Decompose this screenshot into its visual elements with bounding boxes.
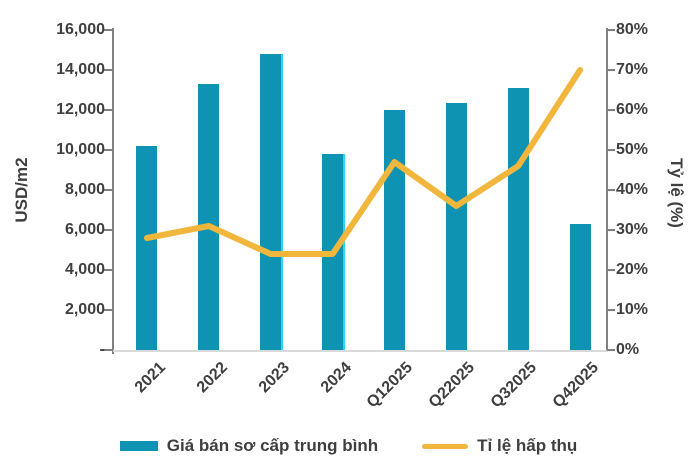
right-axis-tick <box>607 349 615 351</box>
y-axis-tick-label: 4,000 <box>64 261 105 278</box>
y-axis-tick-label: 10,000 <box>56 141 105 158</box>
y-axis-tick-label: - <box>99 341 105 358</box>
left-axis-tick <box>104 109 113 111</box>
left-axis-tick <box>104 69 113 71</box>
y-axis-tick-label: 8,000 <box>64 181 105 198</box>
left-axis-tick <box>104 149 113 151</box>
y2-axis-tick-label: 40% <box>616 181 649 198</box>
bar-Q32025 <box>507 88 529 350</box>
bar-highlight-edge <box>343 154 346 350</box>
y2-axis-tick-label: 0% <box>616 341 640 358</box>
x-axis-line <box>113 350 608 352</box>
bar-2021 <box>136 146 158 350</box>
y2-axis-tick-label: 10% <box>616 301 649 318</box>
left-axis-tick <box>104 29 113 31</box>
y-axis-tick-label: 2,000 <box>64 301 105 318</box>
left-axis-tick <box>104 189 113 191</box>
y-axis-tick-label: 14,000 <box>56 61 105 78</box>
right-axis-tick <box>607 309 615 311</box>
y-axis-tick-label: 16,000 <box>56 21 105 38</box>
bar-2023 <box>260 54 282 350</box>
legend-item-price: Giá bán sơ cấp trung bình <box>119 436 379 456</box>
right-axis-tick <box>607 29 615 31</box>
bar-highlight-edge <box>281 54 284 350</box>
left-axis-tick <box>104 269 113 271</box>
right-axis-tick <box>607 229 615 231</box>
line-series-swatch <box>422 443 469 449</box>
y2-axis-tick-label: 20% <box>616 261 649 278</box>
right-axis-tick <box>607 149 615 151</box>
bar-Q12025 <box>383 110 405 350</box>
y2-axis-tick-label: 50% <box>616 141 649 158</box>
left-axis-tick <box>104 309 113 311</box>
y2-axis-tick-label: 70% <box>616 61 649 78</box>
left-axis-line <box>112 28 114 354</box>
y-axis-tick-label: 12,000 <box>56 101 105 118</box>
bar-Q22025 <box>445 103 467 350</box>
bar-2024 <box>322 154 344 350</box>
legend-label-price: Giá bán sơ cấp trung bình <box>166 436 379 455</box>
legend: Giá bán sơ cấp trung bình Tỉ lệ hấp thụ <box>0 436 697 456</box>
left-axis-tick <box>104 349 113 351</box>
y2-axis-tick-label: 60% <box>616 101 649 118</box>
legend-item-absorption: Tỉ lệ hấp thụ <box>422 436 577 456</box>
y2-axis-tick-label: 80% <box>616 21 649 38</box>
y-axis-tick-label: 6,000 <box>64 221 105 238</box>
bar-2022 <box>198 84 220 350</box>
right-axis-tick <box>607 69 615 71</box>
right-axis-tick <box>607 269 615 271</box>
left-axis-tick <box>104 229 113 231</box>
bar-Q42025 <box>569 224 591 350</box>
right-axis-tick <box>607 189 615 191</box>
legend-label-absorption: Tỉ lệ hấp thụ <box>477 436 578 455</box>
y2-axis-tick-label: 30% <box>616 221 649 238</box>
right-axis-tick <box>607 109 615 111</box>
bar-series-swatch <box>119 441 158 451</box>
